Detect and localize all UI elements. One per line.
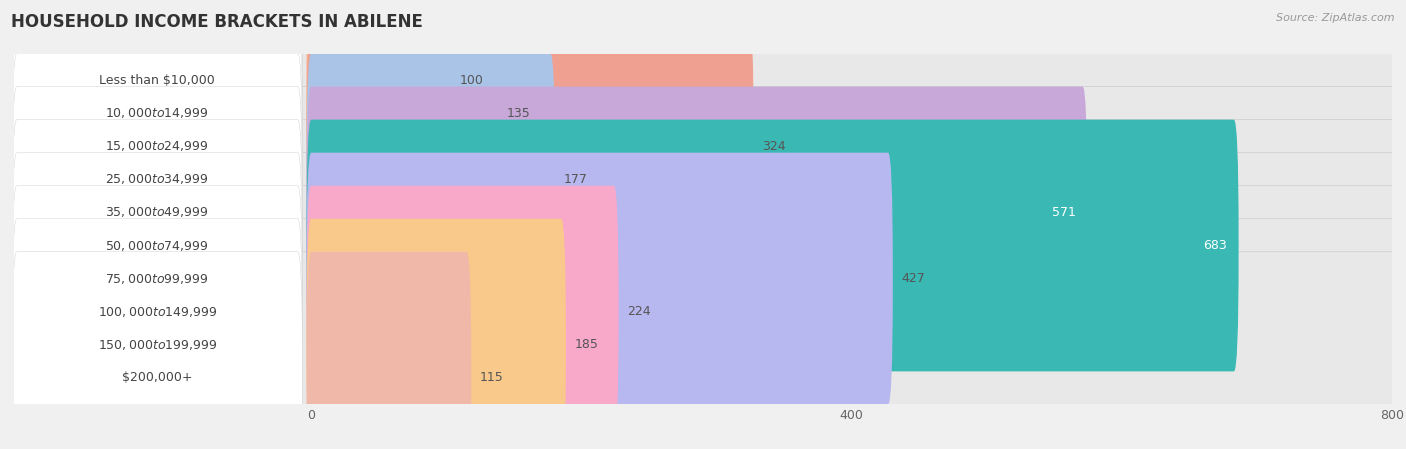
Text: 683: 683: [1204, 239, 1227, 252]
FancyBboxPatch shape: [13, 153, 302, 405]
Text: Less than $10,000: Less than $10,000: [100, 74, 215, 87]
FancyBboxPatch shape: [13, 0, 302, 206]
FancyBboxPatch shape: [307, 0, 451, 206]
FancyBboxPatch shape: [307, 119, 1239, 371]
FancyBboxPatch shape: [13, 186, 302, 437]
Text: 427: 427: [901, 272, 925, 285]
Text: 100: 100: [460, 74, 484, 87]
Text: $50,000 to $74,999: $50,000 to $74,999: [105, 238, 209, 252]
FancyBboxPatch shape: [307, 21, 754, 272]
FancyBboxPatch shape: [307, 186, 619, 437]
FancyBboxPatch shape: [307, 219, 565, 449]
FancyBboxPatch shape: [10, 21, 1396, 272]
Text: 324: 324: [762, 140, 786, 153]
FancyBboxPatch shape: [13, 87, 302, 339]
FancyBboxPatch shape: [307, 252, 471, 449]
FancyBboxPatch shape: [13, 252, 302, 449]
FancyBboxPatch shape: [307, 53, 555, 305]
Text: $35,000 to $49,999: $35,000 to $49,999: [105, 206, 209, 220]
FancyBboxPatch shape: [10, 153, 1396, 405]
Text: HOUSEHOLD INCOME BRACKETS IN ABILENE: HOUSEHOLD INCOME BRACKETS IN ABILENE: [11, 13, 423, 31]
Text: $10,000 to $14,999: $10,000 to $14,999: [105, 106, 209, 120]
Text: 135: 135: [508, 107, 531, 120]
FancyBboxPatch shape: [13, 21, 302, 272]
Text: 224: 224: [627, 305, 651, 318]
Text: 115: 115: [479, 371, 503, 384]
Text: $150,000 to $199,999: $150,000 to $199,999: [97, 338, 217, 352]
FancyBboxPatch shape: [10, 0, 1396, 206]
FancyBboxPatch shape: [13, 0, 302, 239]
Text: $25,000 to $34,999: $25,000 to $34,999: [105, 172, 209, 186]
FancyBboxPatch shape: [10, 0, 1396, 239]
Text: $75,000 to $99,999: $75,000 to $99,999: [105, 272, 209, 286]
FancyBboxPatch shape: [307, 153, 893, 405]
Text: Source: ZipAtlas.com: Source: ZipAtlas.com: [1277, 13, 1395, 23]
FancyBboxPatch shape: [10, 219, 1396, 449]
FancyBboxPatch shape: [10, 186, 1396, 437]
Text: $100,000 to $149,999: $100,000 to $149,999: [97, 304, 217, 319]
FancyBboxPatch shape: [307, 0, 498, 239]
Text: 185: 185: [575, 338, 599, 351]
FancyBboxPatch shape: [13, 119, 302, 371]
Text: $15,000 to $24,999: $15,000 to $24,999: [105, 139, 209, 154]
FancyBboxPatch shape: [10, 87, 1396, 339]
Text: 571: 571: [1052, 206, 1076, 219]
FancyBboxPatch shape: [13, 219, 302, 449]
FancyBboxPatch shape: [13, 53, 302, 305]
Text: 177: 177: [564, 173, 588, 186]
FancyBboxPatch shape: [10, 252, 1396, 449]
Text: $200,000+: $200,000+: [122, 371, 193, 384]
FancyBboxPatch shape: [10, 119, 1396, 371]
FancyBboxPatch shape: [10, 53, 1396, 305]
FancyBboxPatch shape: [307, 87, 1087, 339]
